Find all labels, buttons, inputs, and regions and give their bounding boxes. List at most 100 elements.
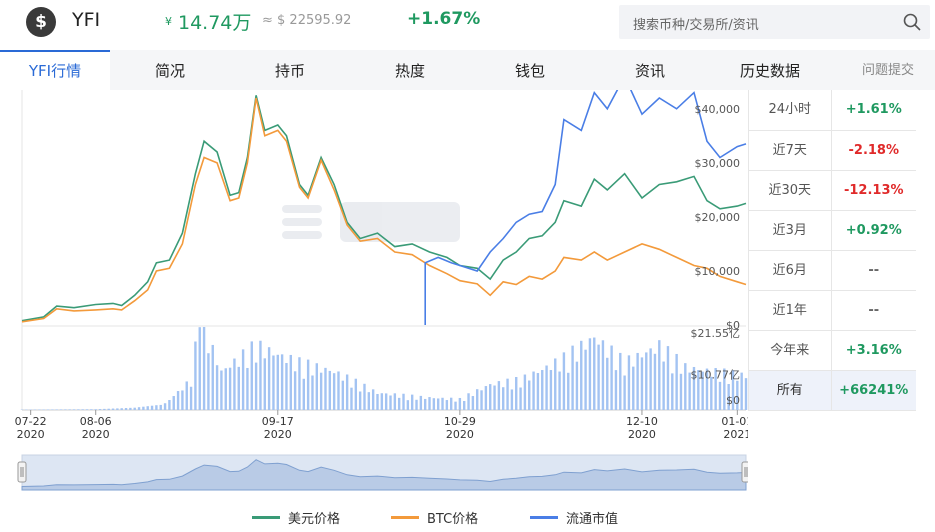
volume-bar <box>532 371 535 410</box>
perf-row[interactable]: 24小时 +1.61% <box>749 90 916 131</box>
volume-bar <box>623 375 626 410</box>
volume-bar <box>705 368 709 410</box>
watermark-logo <box>282 202 460 242</box>
volume-bar <box>554 358 557 410</box>
navigator-left-handle[interactable] <box>17 461 27 483</box>
volume-bar <box>129 407 132 410</box>
search-input[interactable]: 搜索币种/交易所/资讯 <box>619 5 930 39</box>
tab-overview[interactable]: 简况 <box>154 62 185 80</box>
tab-holdings[interactable]: 持币 <box>274 62 305 80</box>
volume-bar <box>181 390 184 410</box>
volume-bar <box>68 409 71 410</box>
volume-bar <box>731 370 735 410</box>
volume-bar <box>380 393 384 410</box>
volume-bar <box>59 409 63 410</box>
volume-bar <box>285 362 288 410</box>
perf-row[interactable]: 近7天 -2.18% <box>749 131 916 171</box>
volume-bar <box>306 359 310 410</box>
y-tick-label: $20,000 <box>695 211 741 224</box>
perf-row[interactable]: 近1年 -- <box>749 291 916 331</box>
volume-bar <box>55 409 58 410</box>
volume-bar <box>350 387 353 410</box>
tab-wallet[interactable]: 钱包 <box>514 62 545 80</box>
volume-bar <box>619 352 622 410</box>
volume-bar <box>137 407 141 410</box>
volume-bar <box>272 355 275 410</box>
volume-bar <box>185 381 188 410</box>
volume-bar <box>458 397 462 410</box>
volume-bar <box>423 398 427 410</box>
volume-bar <box>293 371 297 410</box>
volume-bar <box>237 366 240 410</box>
series-line-mcap <box>424 90 747 325</box>
volume-bar <box>653 353 657 410</box>
volume-bar <box>736 380 739 410</box>
volume-bar <box>627 355 631 410</box>
volume-bar <box>267 347 271 410</box>
tab-market[interactable]: YFI行情 <box>0 50 110 90</box>
volume-bar <box>146 406 149 410</box>
legend-mcap-swatch <box>530 516 558 519</box>
volume-bar <box>549 370 553 410</box>
volume-bar <box>714 368 717 410</box>
volume-bar <box>397 397 401 410</box>
volume-bar <box>740 372 743 410</box>
volume-bar <box>280 354 284 410</box>
x-tick-date: 01-01 <box>721 415 748 428</box>
volume-bar <box>436 398 440 410</box>
watermark-text-block <box>340 202 460 242</box>
volume-bar <box>90 409 93 410</box>
y-tick-label: $10,000 <box>695 265 741 278</box>
legend-usd[interactable]: 美元价格 <box>252 508 340 527</box>
perf-row[interactable]: 近30天 -12.13% <box>749 171 916 211</box>
x-tick-date: 10-29 <box>444 415 476 428</box>
volume-bar <box>441 397 444 410</box>
series-line-usd <box>21 95 747 322</box>
volume-bar <box>133 407 136 410</box>
volume-bar <box>545 365 548 410</box>
feedback-link[interactable]: 问题提交 <box>862 63 915 78</box>
volume-bar <box>727 384 730 410</box>
volume-bar <box>198 327 201 410</box>
perf-row[interactable]: 近3月 +0.92% <box>749 211 916 251</box>
volume-bar <box>445 400 449 410</box>
volume-bar <box>640 357 644 410</box>
volume-bar <box>580 340 583 410</box>
watermark-bar <box>282 218 322 226</box>
volume-bar <box>51 409 54 410</box>
volume-bar <box>584 349 587 410</box>
volume-bar <box>476 389 479 410</box>
search-placeholder: 搜索币种/交易所/资讯 <box>633 18 759 33</box>
volume-bar <box>98 409 102 410</box>
volume-bar <box>428 397 431 410</box>
volume-bar <box>289 354 292 410</box>
perf-value: +3.16% <box>845 343 902 358</box>
header: $ YFI ¥ 14.74万 ≈ $ 22595.92 +1.67% 搜索币种/… <box>0 0 935 50</box>
tab-history[interactable]: 历史数据 <box>739 62 800 80</box>
volume-bar <box>562 352 566 410</box>
tab-news[interactable]: 资讯 <box>634 62 665 80</box>
volume-bar <box>103 408 106 410</box>
volume-bar <box>593 337 596 410</box>
price-chart[interactable]: $40,000$30,000$20,000$10,000$0$21.55亿$10… <box>0 90 748 532</box>
legend-btc[interactable]: BTC价格 <box>391 508 478 527</box>
perf-row[interactable]: 所有 +66241% <box>749 371 916 411</box>
perf-row[interactable]: 今年来 +3.16% <box>749 331 916 371</box>
volume-bar <box>536 373 540 410</box>
volume-bar <box>558 371 561 410</box>
perf-value: +0.92% <box>845 223 902 238</box>
perf-label: 近6月 <box>749 251 832 290</box>
volume-bar <box>124 408 128 410</box>
volume-bar <box>159 404 162 410</box>
search-icon[interactable] <box>902 12 922 32</box>
volume-tick-label: $21.55亿 <box>691 327 741 340</box>
volume-bar <box>710 376 713 410</box>
perf-row[interactable]: 近6月 -- <box>749 251 916 291</box>
legend-mcap[interactable]: 流通市值 <box>530 508 618 527</box>
volume-bar <box>176 391 180 410</box>
tab-heat[interactable]: 热度 <box>394 62 425 80</box>
volume-bar <box>684 363 687 410</box>
volume-bar <box>502 387 505 410</box>
volume-bar <box>389 395 392 410</box>
legend-usd-label: 美元价格 <box>288 512 341 527</box>
